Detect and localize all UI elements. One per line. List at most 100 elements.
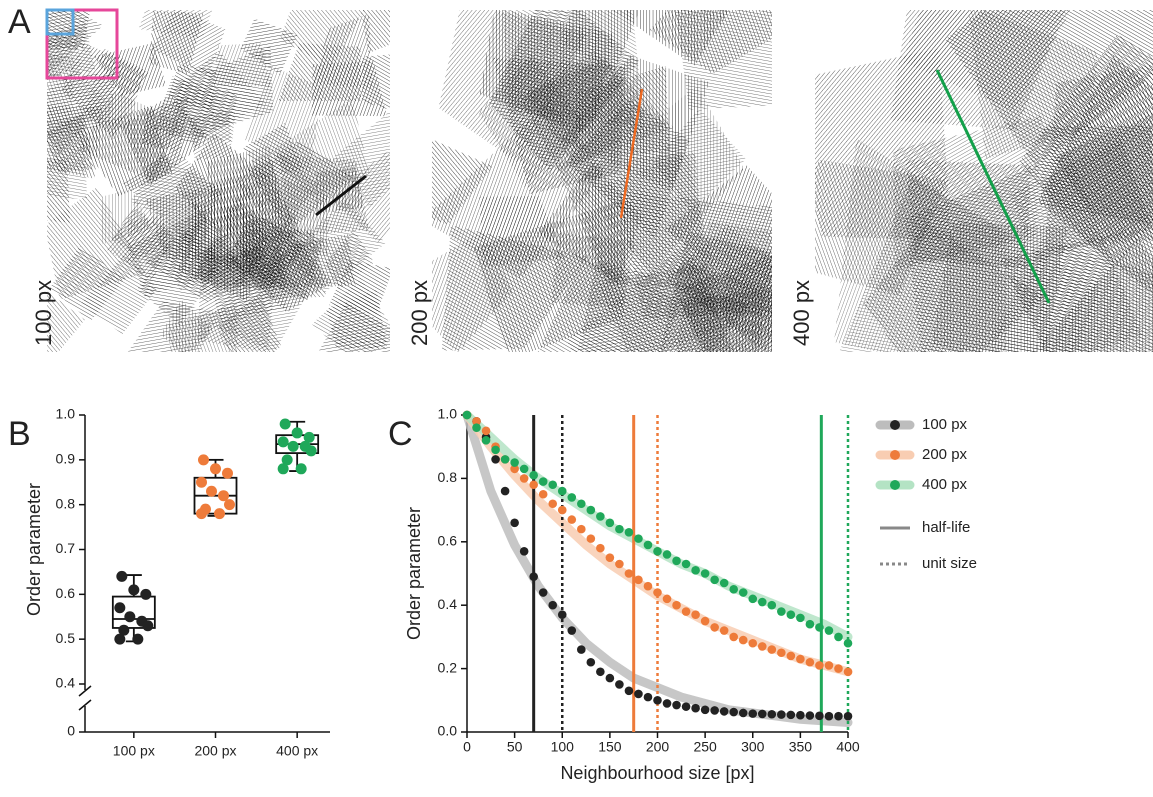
x-tick-label: 250	[693, 739, 717, 755]
data-point	[510, 458, 519, 467]
data-point	[278, 463, 289, 474]
texture	[775, 0, 1153, 467]
legend-swatch	[890, 450, 900, 460]
data-point	[739, 709, 748, 718]
data-point	[777, 607, 786, 616]
data-point	[644, 582, 653, 591]
data-point	[567, 515, 576, 524]
data-point	[558, 610, 567, 619]
hatch-patch	[650, 0, 805, 74]
x-axis-label: Neighbourhood size [px]	[560, 763, 754, 783]
data-point	[128, 584, 139, 595]
x-tick-label: 200 px	[194, 743, 236, 759]
x-tick-label: 50	[507, 739, 523, 755]
data-point	[787, 652, 796, 661]
data-point	[606, 553, 615, 562]
x-tick-label: 300	[741, 739, 765, 755]
x-tick-label: 400	[836, 739, 860, 755]
data-point	[306, 445, 317, 456]
data-point	[720, 579, 729, 588]
data-point	[196, 477, 207, 488]
legend-label: 200 px	[922, 446, 968, 463]
data-point	[815, 712, 824, 721]
data-point	[558, 487, 567, 496]
legend-swatch	[890, 420, 900, 430]
data-point	[615, 680, 624, 689]
hatch-patch	[18, 114, 87, 200]
data-point	[758, 642, 767, 651]
data-point	[748, 595, 757, 604]
legend-swatch	[890, 480, 900, 490]
data-point	[114, 634, 125, 645]
texture-panels	[0, 0, 1153, 467]
image-label: 400 px	[789, 280, 814, 346]
y-tick-label: 0.6	[438, 533, 458, 549]
data-point	[644, 693, 653, 702]
data-point	[218, 490, 229, 501]
legend-label: half-life	[922, 519, 970, 536]
data-point	[653, 547, 662, 556]
data-point	[710, 706, 719, 715]
data-point	[806, 620, 815, 629]
data-point	[663, 699, 672, 708]
data-point	[806, 658, 815, 667]
data-point	[691, 704, 700, 713]
y-tick-label: 0.9	[56, 451, 76, 467]
data-point	[672, 557, 681, 566]
data-point	[520, 465, 529, 474]
data-point	[701, 706, 710, 715]
y-tick-label: 0.6	[56, 585, 76, 601]
data-point	[720, 707, 729, 716]
fit-curve	[467, 415, 848, 723]
panel-label: C	[388, 415, 413, 453]
data-point	[663, 550, 672, 559]
data-point	[634, 534, 643, 543]
data-point	[501, 455, 510, 464]
data-point	[720, 626, 729, 635]
data-point	[222, 468, 233, 479]
y-tick-label: 0.4	[56, 675, 76, 691]
data-point	[729, 585, 738, 594]
x-tick-label: 100 px	[113, 743, 155, 759]
y-tick-label: 0.7	[56, 540, 76, 556]
y-tick-label: 0	[67, 723, 75, 739]
data-point	[834, 664, 843, 673]
data-point	[682, 607, 691, 616]
data-point	[116, 571, 127, 582]
data-point	[796, 614, 805, 623]
data-point	[844, 639, 853, 648]
data-point	[625, 528, 634, 537]
data-point	[787, 610, 796, 619]
x-tick-label: 100	[551, 739, 575, 755]
data-point	[768, 601, 777, 610]
data-point	[288, 441, 299, 452]
x-tick-label: 200	[646, 739, 670, 755]
data-point	[739, 588, 748, 597]
data-point	[625, 569, 634, 578]
data-point	[691, 566, 700, 575]
y-tick-label: 1.0	[56, 406, 76, 422]
data-point	[292, 427, 303, 438]
data-point	[114, 602, 125, 613]
hatch-patch	[552, 233, 636, 308]
data-point	[806, 711, 815, 720]
data-point	[625, 686, 634, 695]
data-point	[198, 454, 209, 465]
data-point	[529, 471, 538, 480]
data-point	[844, 667, 853, 676]
data-point	[815, 661, 824, 670]
y-tick-label: 1.0	[438, 406, 458, 422]
data-point	[463, 411, 472, 420]
data-point	[482, 436, 491, 445]
data-point	[701, 569, 710, 578]
data-point	[140, 589, 151, 600]
data-point	[672, 601, 681, 610]
x-tick-label: 350	[789, 739, 813, 755]
data-point	[491, 455, 500, 464]
data-point	[777, 648, 786, 657]
data-point	[682, 702, 691, 711]
x-tick-label: 0	[463, 739, 471, 755]
image-label: 200 px	[407, 280, 432, 346]
data-point	[701, 617, 710, 626]
